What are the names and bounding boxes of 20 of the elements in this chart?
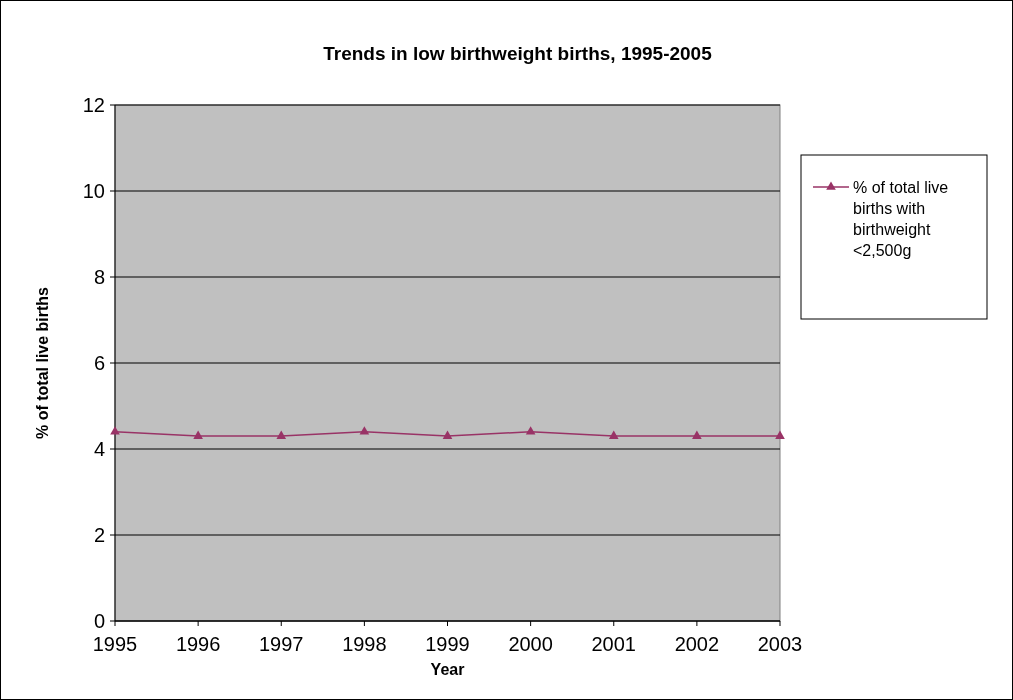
x-tick-label: 2002 — [674, 633, 720, 655]
x-tick-label: 2000 — [508, 633, 553, 655]
x-tick-label: 1997 — [259, 633, 304, 655]
y-tick-label: 2 — [93, 524, 105, 546]
y-tick-label: 0 — [93, 610, 105, 632]
y-tick-label: 8 — [93, 266, 105, 288]
chart-title: Trends in low birthweight births, 1995-2005 — [323, 43, 713, 64]
y-tick-label: 12 — [82, 94, 105, 116]
x-tick-label: 1996 — [175, 633, 221, 655]
y-tick-label: 6 — [93, 352, 105, 374]
x-tick-label: 1998 — [342, 633, 387, 655]
x-tick-label: 2003 — [757, 633, 803, 655]
y-axis-title: % of total live births — [34, 286, 51, 440]
y-tick-label: 10 — [82, 180, 105, 202]
x-axis-title: Year — [430, 661, 465, 678]
y-tick-label: 4 — [93, 438, 105, 460]
x-tick-label: 1995 — [92, 633, 138, 655]
x-tick-label: 2001 — [591, 633, 636, 655]
legend-label: % of total live births with birthweight <2,500g — [853, 179, 949, 259]
x-tick-label: 1999 — [425, 633, 470, 655]
